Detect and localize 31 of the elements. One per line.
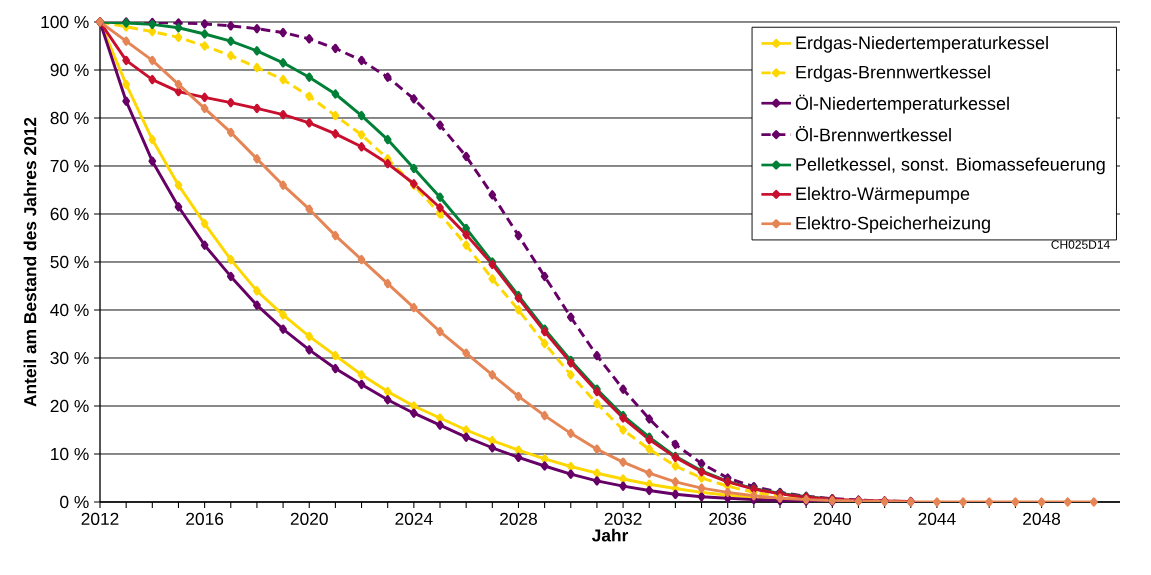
x-axis-title: Jahr <box>591 528 629 542</box>
x-tick-label: 2016 <box>186 512 224 525</box>
x-tick-label: 2032 <box>604 512 642 525</box>
x-tick-label: 2012 <box>81 512 119 525</box>
y-tick-label: 60 % <box>50 207 89 221</box>
y-tick-label: 20 % <box>50 399 89 413</box>
x-tick-label: 2020 <box>290 512 328 525</box>
legend-label: Öl-Brennwertkessel <box>795 126 951 142</box>
x-tick-label: 2040 <box>813 512 851 525</box>
x-tick-label: 2048 <box>1023 512 1061 525</box>
x-tick-label: 2044 <box>918 512 956 525</box>
legend-label: Öl-Niedertemperaturkessel <box>795 94 1009 114</box>
x-tick-label: 2024 <box>395 512 433 525</box>
legend-label: Elektro-Speicherheizung <box>796 216 990 234</box>
legend-label: Erdgas-Brennwertkessel <box>796 65 990 83</box>
y-tick-label: 90 % <box>50 63 89 77</box>
y-tick-label: 40 % <box>50 303 89 317</box>
legend-label: Elektro-Wärmepumpe <box>796 186 970 204</box>
legend-label: Erdgas-Niedertemperaturkessel <box>796 35 1048 53</box>
legend-label: Pelletkessel, sonst. Biomassefeuerung <box>796 157 1105 175</box>
annotation: CH025D14 <box>1051 240 1110 249</box>
y-tick-label: 0 % <box>60 495 89 509</box>
y-tick-label: 30 % <box>50 351 89 365</box>
x-tick-label: 2036 <box>709 512 747 525</box>
y-tick-label: 70 % <box>50 159 89 173</box>
x-tick-label: 2028 <box>500 512 537 525</box>
y-axis-title: Anteil am Bestand des Jahres 2012 <box>23 117 37 407</box>
y-tick-label: 50 % <box>50 255 89 269</box>
y-tick-label: 100 % <box>41 15 89 29</box>
y-tick-label: 80 % <box>50 111 89 125</box>
y-tick-label: 10 % <box>51 447 89 461</box>
